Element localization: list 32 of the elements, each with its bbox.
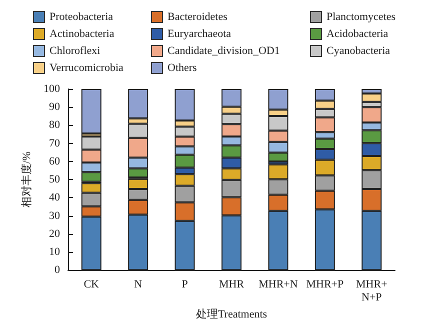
y-tick-label: 80 [49,119,60,132]
legend-label: Actinobacteria [50,28,114,40]
x-tick-label: MHR+P [306,278,344,291]
y-tick-label: 10 [49,246,60,258]
legend-label: Bacteroidetes [168,11,228,23]
y-tick-label: 50 [49,174,60,186]
x-tick-label: N [134,278,142,291]
y-tick-label: 40 [49,192,60,204]
y-axis-title: 相对丰度/% [20,151,34,208]
y-tick-label: 20 [49,228,60,240]
legend-label: Others [168,62,197,74]
x-tick-label: MHR [218,278,245,291]
x-tick-label: MHR+N+P [356,278,388,304]
x-tick-label: MHR+N [258,278,298,291]
bar [81,89,102,134]
y-tick-label: 70 [49,137,60,150]
x-tick-label: CK [84,278,100,291]
y-tick-label: 100 [44,83,60,95]
legend-label: Planctomycetes [326,11,396,23]
legend-label: Acidobacteria [326,28,388,40]
legend-label: Candidate_division_OD1 [168,45,280,57]
legend-label: Euryarchaeota [168,28,232,40]
x-axis-title: 处理Treatments [196,308,268,320]
y-tick-label: 60 [49,155,60,168]
y-tick-label: 0 [54,264,60,276]
legend-label: Cyanobacteria [326,45,390,57]
legend-label: Verrucomicrobia [50,62,124,74]
y-tick-label: 90 [49,101,60,114]
legend-label: Proteobacteria [50,11,114,23]
y-tick-label: 30 [49,210,60,222]
legend-label: Chloroflexi [50,45,100,57]
x-tick-label: P [182,278,188,291]
